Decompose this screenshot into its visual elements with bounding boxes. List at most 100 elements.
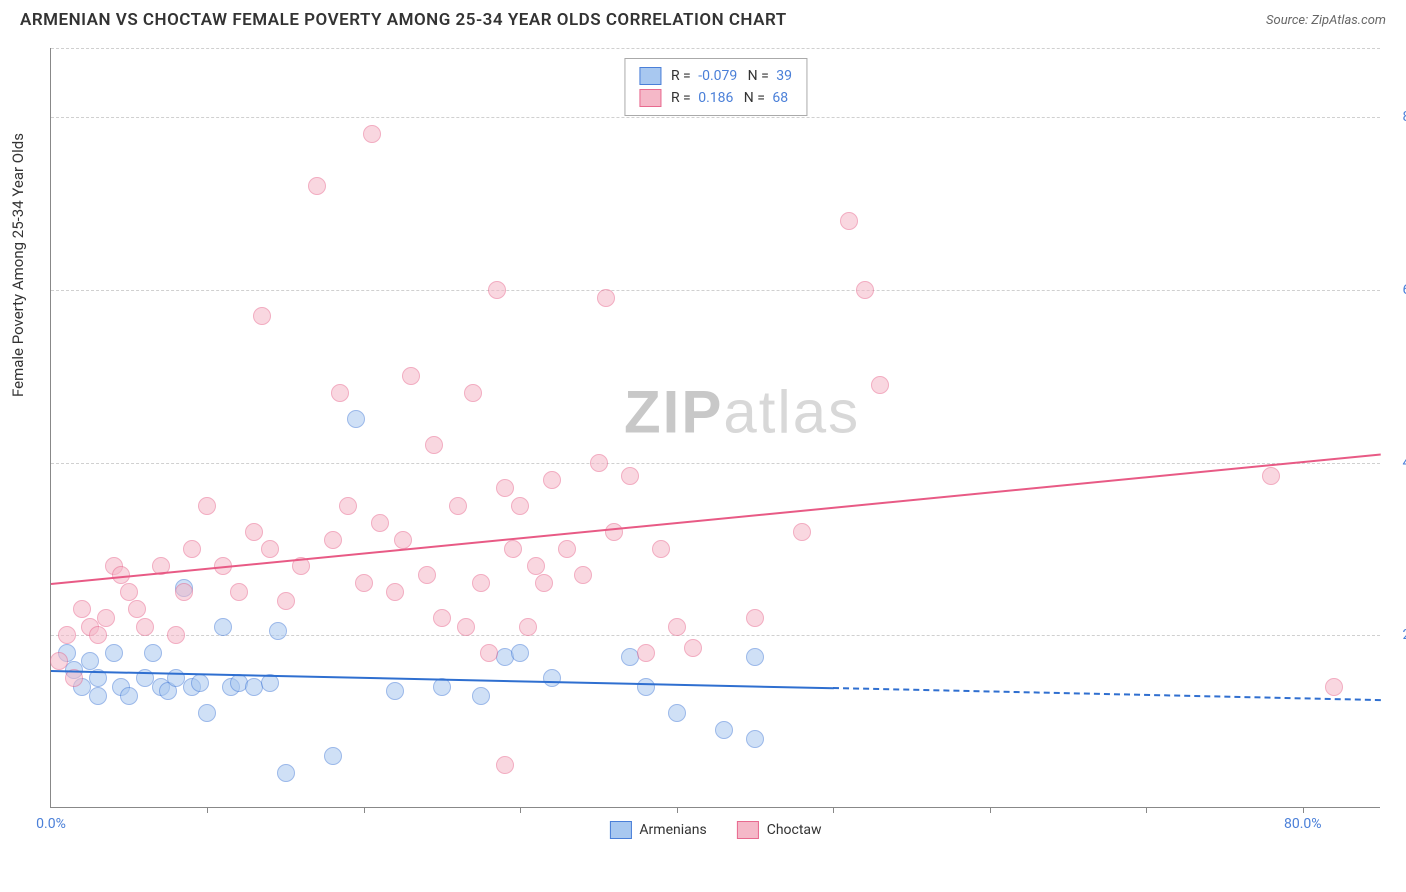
scatter-point	[105, 644, 123, 662]
xtick	[990, 807, 991, 813]
scatter-point	[386, 682, 404, 700]
scatter-point	[355, 574, 373, 592]
scatter-point	[371, 514, 389, 532]
ytick-label: 80.0%	[1385, 109, 1406, 125]
scatter-point	[253, 307, 271, 325]
scatter-point	[543, 471, 561, 489]
scatter-point	[183, 540, 201, 558]
scatter-point	[519, 618, 537, 636]
scatter-point	[363, 125, 381, 143]
scatter-point	[637, 678, 655, 696]
scatter-point	[449, 497, 467, 515]
scatter-point	[597, 289, 615, 307]
xtick	[1303, 807, 1304, 813]
scatter-point	[496, 479, 514, 497]
scatter-point	[136, 618, 154, 636]
scatter-point	[97, 609, 115, 627]
scatter-point	[198, 704, 216, 722]
scatter-point	[339, 497, 357, 515]
chart-source: Source: ZipAtlas.com	[1266, 13, 1386, 28]
scatter-point	[543, 669, 561, 687]
ytick-label: 40.0%	[1385, 455, 1406, 471]
scatter-point	[472, 687, 490, 705]
chart-header: ARMENIAN VS CHOCTAW FEMALE POVERTY AMONG…	[0, 0, 1406, 38]
scatter-point	[668, 618, 686, 636]
scatter-point	[269, 622, 287, 640]
scatter-point	[277, 764, 295, 782]
legend-label: Choctaw	[767, 822, 822, 838]
legend-swatch	[639, 89, 661, 107]
legend-item: Choctaw	[737, 821, 822, 839]
scatter-point	[230, 583, 248, 601]
scatter-point	[144, 644, 162, 662]
scatter-point	[488, 281, 506, 299]
scatter-point	[746, 648, 764, 666]
scatter-point	[1262, 467, 1280, 485]
scatter-point	[81, 652, 99, 670]
scatter-point	[89, 626, 107, 644]
scatter-point	[504, 540, 522, 558]
scatter-point	[457, 618, 475, 636]
y-axis-label: Female Poverty Among 25-34 Year Olds	[9, 133, 27, 397]
scatter-point	[198, 497, 216, 515]
scatter-point	[511, 497, 529, 515]
legend-swatch	[609, 821, 631, 839]
xtick	[833, 807, 834, 813]
scatter-point	[605, 523, 623, 541]
scatter-point	[386, 583, 404, 601]
legend-swatch	[737, 821, 759, 839]
scatter-point	[871, 376, 889, 394]
scatter-point	[394, 531, 412, 549]
chart-title: ARMENIAN VS CHOCTAW FEMALE POVERTY AMONG…	[20, 10, 787, 30]
scatter-point	[715, 721, 733, 739]
scatter-point	[472, 574, 490, 592]
scatter-point	[1325, 678, 1343, 696]
scatter-point	[128, 600, 146, 618]
xtick	[520, 807, 521, 813]
scatter-point	[496, 756, 514, 774]
trend-line	[833, 687, 1381, 701]
scatter-point	[856, 281, 874, 299]
scatter-point	[261, 540, 279, 558]
legend-row: R = 0.186 N = 68	[639, 87, 792, 109]
scatter-point	[175, 583, 193, 601]
gridline	[51, 48, 1380, 49]
xtick	[677, 807, 678, 813]
ytick-label: 20.0%	[1385, 627, 1406, 643]
ytick-label: 60.0%	[1385, 282, 1406, 298]
scatter-point	[277, 592, 295, 610]
scatter-point	[652, 540, 670, 558]
scatter-point	[402, 367, 420, 385]
scatter-point	[590, 454, 608, 472]
scatter-point	[464, 384, 482, 402]
scatter-point	[331, 384, 349, 402]
series-legend: Armenians Choctaw	[609, 821, 821, 839]
scatter-point	[120, 687, 138, 705]
scatter-point	[746, 609, 764, 627]
stats-legend: R = -0.079 N = 39R = 0.186 N = 68	[624, 58, 807, 116]
scatter-point	[558, 540, 576, 558]
scatter-point	[167, 626, 185, 644]
xtick-label: 80.0%	[1284, 816, 1322, 832]
scatter-point	[793, 523, 811, 541]
xtick	[364, 807, 365, 813]
gridline	[51, 290, 1380, 291]
scatter-point	[425, 436, 443, 454]
scatter-point	[433, 609, 451, 627]
scatter-point	[418, 566, 436, 584]
scatter-point	[637, 644, 655, 662]
scatter-point	[120, 583, 138, 601]
trend-line	[51, 454, 1381, 586]
scatter-point	[308, 177, 326, 195]
scatter-point	[73, 600, 91, 618]
scatter-point	[89, 687, 107, 705]
gridline	[51, 463, 1380, 464]
scatter-point	[746, 730, 764, 748]
scatter-point	[324, 747, 342, 765]
scatter-point	[480, 644, 498, 662]
scatter-point	[840, 212, 858, 230]
xtick	[207, 807, 208, 813]
legend-item: Armenians	[609, 821, 706, 839]
chart-container: Female Poverty Among 25-34 Year Olds ZIP…	[0, 38, 1406, 858]
plot-area: ZIPatlas 20.0%40.0%60.0%80.0%0.0%80.0%R …	[50, 48, 1380, 808]
